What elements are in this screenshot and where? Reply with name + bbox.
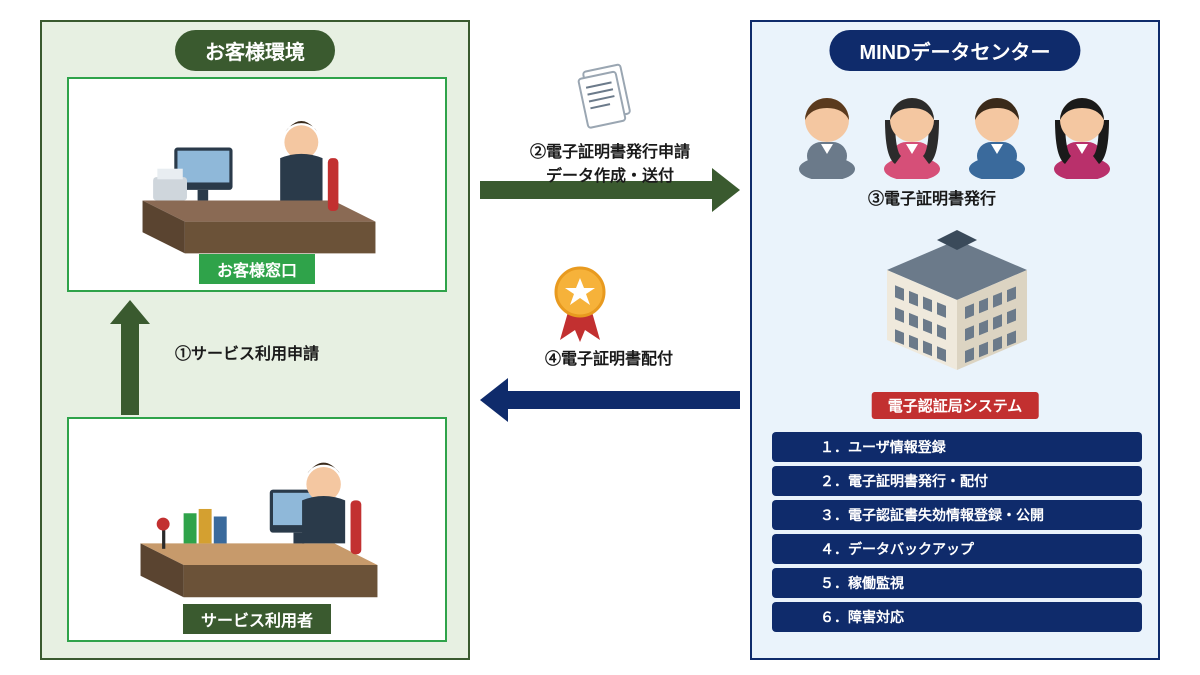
medal-icon xyxy=(545,260,615,355)
service-item-6: ６．障害対応 xyxy=(772,602,1142,632)
service-item-3: ３．電子認証書失効情報登録・公開 xyxy=(772,500,1142,530)
service-item-1: １．ユーザ情報登録 xyxy=(772,432,1142,462)
services-list: １．ユーザ情報登録 ２．電子証明書発行・配付 ３．電子認証書失効情報登録・公開 ４．デ… xyxy=(772,432,1142,636)
service-item-5: ５．稼働監視 xyxy=(772,568,1142,598)
ca-system-label: 電子認証局システム xyxy=(872,392,1039,419)
datacenter-panel-title: MINDデータセンター xyxy=(829,30,1080,71)
flow-label-3: ③電子証明書発行 xyxy=(832,185,1032,209)
datacenter-panel: MINDデータセンター xyxy=(750,20,1160,660)
service-item-2: ２．電子証明書発行・配付 xyxy=(772,466,1142,496)
building-icon xyxy=(877,220,1037,385)
service-item-4: ４．データバックアップ xyxy=(772,534,1142,564)
